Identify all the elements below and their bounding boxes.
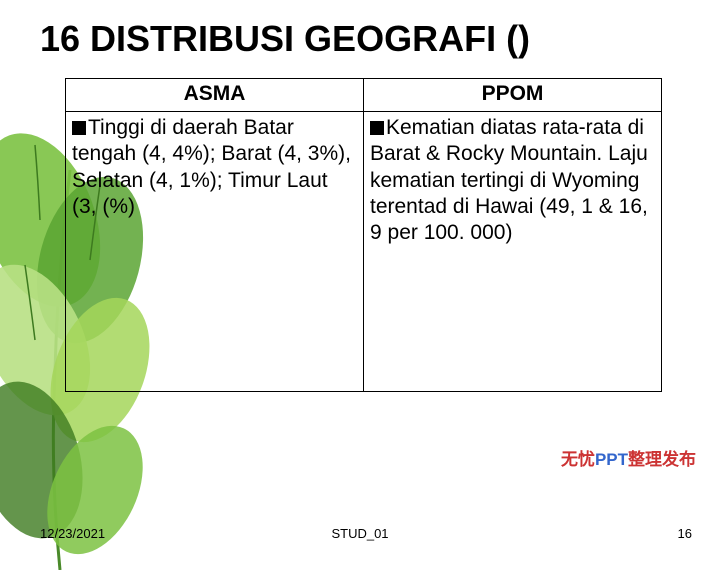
watermark-text: 无忧PPT整理发布 bbox=[561, 445, 696, 470]
slide-title: 16 DISTRIBUSI GEOGRAFI () bbox=[40, 18, 700, 60]
table-header-ppom: PPOM bbox=[364, 79, 662, 112]
table-cell-asma: Tinggi di daerah Batar tengah (4, 4%); B… bbox=[66, 112, 364, 392]
comparison-table: ASMA PPOM Tinggi di daerah Batar tengah … bbox=[65, 78, 662, 392]
table-cell-ppom: Kematian diatas rata-rata di Barat & Roc… bbox=[364, 112, 662, 392]
table-header-asma: ASMA bbox=[66, 79, 364, 112]
cell-text: Kematian diatas rata-rata di Barat & Roc… bbox=[370, 116, 648, 244]
cell-text: Tinggi di daerah Batar tengah (4, 4%); B… bbox=[72, 116, 351, 218]
bullet-icon bbox=[72, 121, 86, 135]
footer-page-number: 16 bbox=[678, 526, 692, 541]
footer-center: STUD_01 bbox=[0, 526, 720, 541]
bullet-icon bbox=[370, 121, 384, 135]
